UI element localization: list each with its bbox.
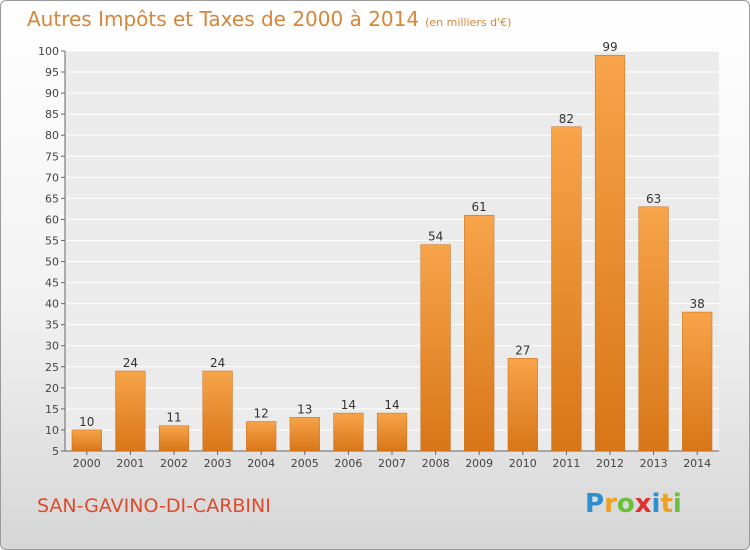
x-tick-label: 2007 xyxy=(378,457,406,470)
logo-letter: i xyxy=(651,489,661,519)
logo-letter: r xyxy=(604,489,617,519)
bar xyxy=(115,370,146,452)
x-tick-label: 2009 xyxy=(465,457,493,470)
logo-letter: P xyxy=(585,489,605,519)
y-tick-label: 95 xyxy=(45,66,59,79)
bar-value-label: 27 xyxy=(515,343,530,357)
x-tick-label: 2013 xyxy=(640,457,668,470)
x-tick-label: 2003 xyxy=(204,457,232,470)
bar-value-label: 11 xyxy=(166,411,181,425)
y-tick-label: 45 xyxy=(45,277,59,290)
bar-value-label: 24 xyxy=(210,356,225,370)
x-tick-label: 2012 xyxy=(596,457,624,470)
y-tick-label: 15 xyxy=(45,403,59,416)
bar xyxy=(202,370,233,452)
y-tick-label: 10 xyxy=(45,424,59,437)
proxiti-logo: Proxiti xyxy=(585,489,682,519)
bar-value-label: 61 xyxy=(472,200,487,214)
y-tick-label: 30 xyxy=(45,340,59,353)
logo-letter: x xyxy=(634,489,652,519)
logo-letter: i xyxy=(672,489,682,519)
bar-value-label: 13 xyxy=(297,402,312,416)
y-tick-label: 85 xyxy=(45,108,59,121)
y-tick-label: 80 xyxy=(45,129,59,142)
x-tick-label: 2011 xyxy=(552,457,580,470)
x-tick-label: 2004 xyxy=(247,457,275,470)
bar-value-label: 38 xyxy=(690,297,705,311)
chart-title-main: Autres Impôts et Taxes de 2000 à 2014 xyxy=(27,7,420,31)
bar xyxy=(638,206,669,452)
bar-value-label: 12 xyxy=(254,407,269,421)
logo-letter: o xyxy=(616,489,635,519)
y-tick-label: 35 xyxy=(45,319,59,332)
chart-title: Autres Impôts et Taxes de 2000 à 2014 (en… xyxy=(27,7,511,31)
y-tick-label: 100 xyxy=(38,45,59,58)
y-tick-label: 5 xyxy=(52,445,59,458)
bar-value-label: 99 xyxy=(602,40,617,54)
bar-value-label: 54 xyxy=(428,230,443,244)
y-tick-label: 75 xyxy=(45,150,59,163)
x-tick-label: 2014 xyxy=(683,457,711,470)
bar-value-label: 82 xyxy=(559,112,574,126)
y-tick-label: 25 xyxy=(45,361,59,374)
x-tick-label: 2010 xyxy=(509,457,537,470)
bar xyxy=(246,421,277,452)
bar xyxy=(420,244,451,452)
bar xyxy=(551,126,582,452)
y-tick-label: 90 xyxy=(45,87,59,100)
y-tick-label: 50 xyxy=(45,256,59,269)
bar-value-label: 14 xyxy=(341,398,356,412)
bar-value-label: 10 xyxy=(79,415,94,429)
bar xyxy=(464,214,495,452)
x-tick-label: 2005 xyxy=(291,457,319,470)
chart-subtitle: (en milliers d'€) xyxy=(425,16,512,29)
bar xyxy=(376,412,408,452)
commune-name: SAN-GAVINO-DI-CARBINI xyxy=(37,495,271,517)
x-tick-label: 2001 xyxy=(116,457,144,470)
bar xyxy=(507,358,538,452)
bar-value-label: 24 xyxy=(123,356,138,370)
bar xyxy=(333,412,364,452)
logo-letter: t xyxy=(660,489,673,519)
y-tick-label: 65 xyxy=(45,192,59,205)
y-tick-label: 60 xyxy=(45,213,59,226)
x-tick-label: 2008 xyxy=(422,457,450,470)
bar xyxy=(71,429,102,452)
x-tick-label: 2006 xyxy=(334,457,362,470)
y-tick-label: 70 xyxy=(45,171,59,184)
bar-value-label: 14 xyxy=(384,398,399,412)
x-tick-label: 2002 xyxy=(160,457,188,470)
bar xyxy=(289,417,320,452)
y-tick-label: 55 xyxy=(45,234,59,247)
bar xyxy=(682,311,713,452)
bar-value-label: 63 xyxy=(646,192,661,206)
x-tick-label: 2000 xyxy=(73,457,101,470)
y-tick-label: 40 xyxy=(45,298,59,311)
y-tick-label: 20 xyxy=(45,382,59,395)
bar xyxy=(594,54,626,452)
bar xyxy=(158,425,190,452)
